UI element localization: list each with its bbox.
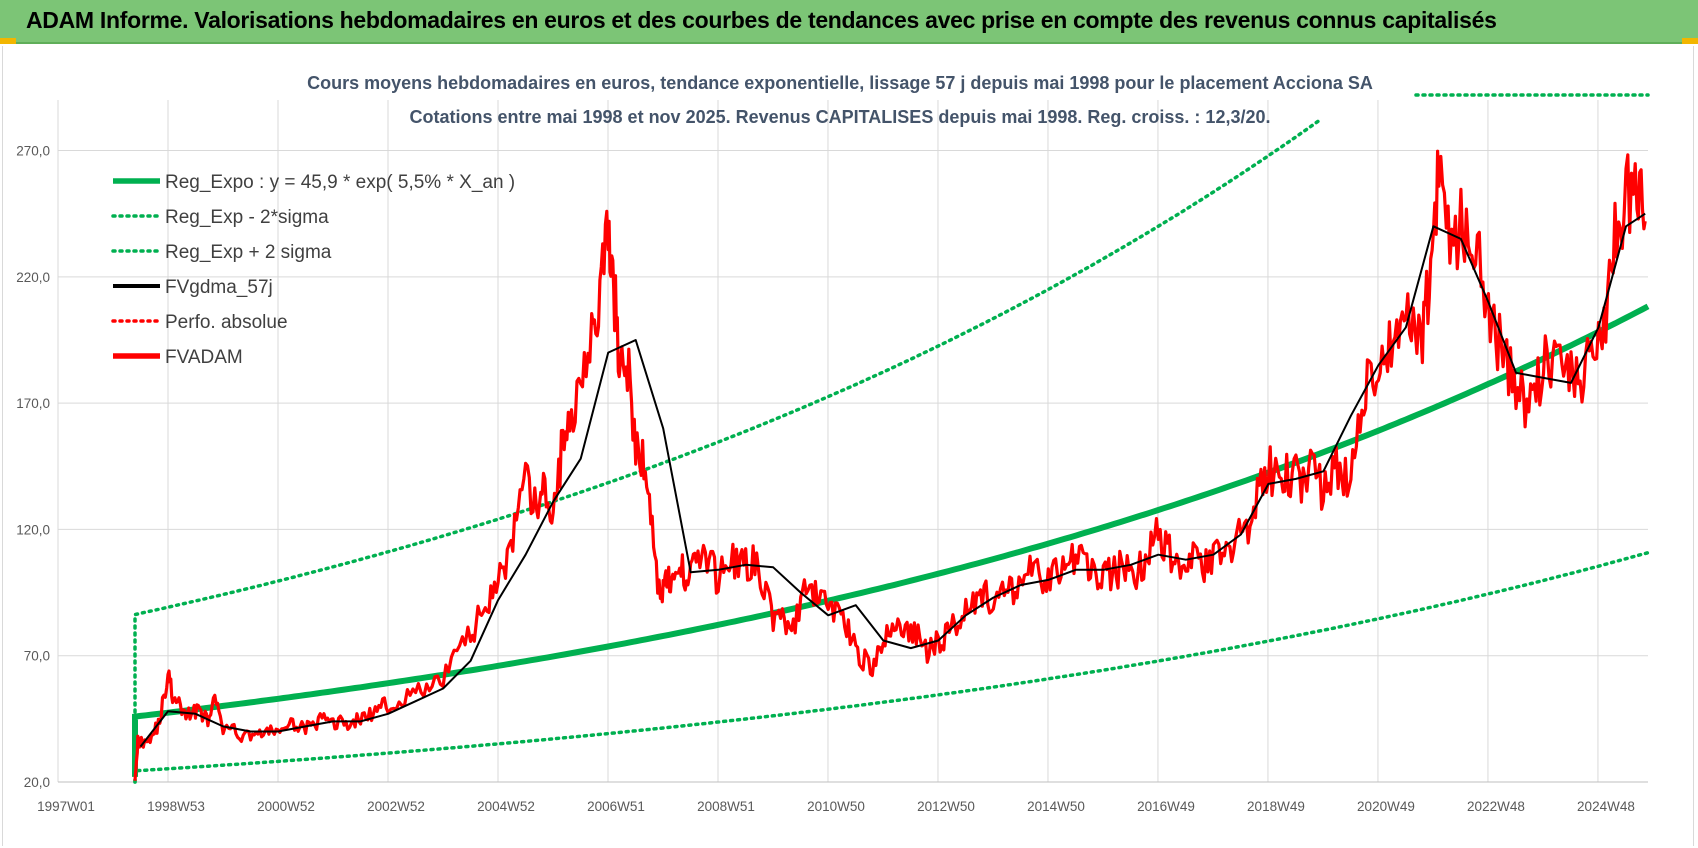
- x-tick-label: 2022W48: [1467, 799, 1525, 814]
- legend-label-plus2: Reg_Exp + 2 sigma: [165, 242, 332, 263]
- x-tick-label: 2000W52: [257, 799, 315, 814]
- x-tick-label: 2020W49: [1357, 799, 1415, 814]
- series-reg-expo: [132, 303, 1650, 777]
- report-title: ADAM Informe. Valorisations hebdomadaire…: [26, 7, 1497, 33]
- series-reg-exp-plus-2-sigma: [133, 119, 1320, 784]
- x-axis-ticks: 1997W01 1998W53 2000W52 2002W52 2004W52 2006W…: [37, 799, 1635, 814]
- y-tick-label: 170,0: [16, 396, 50, 411]
- x-tick-label: 2016W49: [1137, 799, 1195, 814]
- chart-title-line2: Cotations entre mai 1998 et nov 2025. Re…: [409, 107, 1270, 127]
- chart-legend: Reg_Expo : y = 45,9 * exp( 5,5% * X_an )…: [111, 172, 515, 368]
- legend-label-fvgdma: FVgdma_57j: [165, 277, 273, 298]
- corner-marker-left: [0, 38, 16, 44]
- x-tick-label: 2012W50: [917, 799, 975, 814]
- y-tick-label: 70,0: [24, 649, 50, 664]
- corner-marker-right: [1682, 38, 1698, 44]
- legend-label-perfo: Perfo. absolue: [165, 312, 288, 333]
- x-tick-label: 2002W52: [367, 799, 425, 814]
- y-tick-label: 120,0: [16, 522, 50, 537]
- x-tick-label: 2006W51: [587, 799, 645, 814]
- report-banner: ADAM Informe. Valorisations hebdomadaire…: [0, 0, 1698, 44]
- y-axis-ticks: 20,0 70,0 120,0 170,0 220,0 270,0: [16, 144, 50, 790]
- x-tick-label: 2014W50: [1027, 799, 1085, 814]
- legend-label-reg_expo: Reg_Expo : y = 45,9 * exp( 5,5% * X_an ): [165, 172, 515, 193]
- chart-frame: [2, 46, 1694, 846]
- series-fvgdma-57j: [139, 212, 1646, 748]
- y-tick-label: 220,0: [16, 270, 50, 285]
- legend-label-minus2: Reg_Exp - 2*sigma: [165, 207, 329, 228]
- x-tick-label: 2004W52: [477, 799, 535, 814]
- chart-grid: [57, 100, 1648, 783]
- legend-label-fvadam: FVADAM: [165, 347, 243, 368]
- series-reg-exp-minus-2-sigma: [133, 550, 1650, 784]
- chart-series: [132, 93, 1650, 784]
- x-tick-label: 2010W50: [807, 799, 865, 814]
- y-tick-label: 270,0: [16, 144, 50, 159]
- chart-title-line1: Cours moyens hebdomadaires en euros, ten…: [307, 73, 1373, 93]
- x-tick-label: 2024W48: [1577, 799, 1635, 814]
- x-tick-label: 2018W49: [1247, 799, 1305, 814]
- series-fvadam: [133, 149, 1647, 781]
- y-tick-label: 20,0: [24, 775, 50, 790]
- x-tick-label: 1997W01: [37, 799, 95, 814]
- x-tick-label: 1998W53: [147, 799, 205, 814]
- x-tick-label: 2008W51: [697, 799, 755, 814]
